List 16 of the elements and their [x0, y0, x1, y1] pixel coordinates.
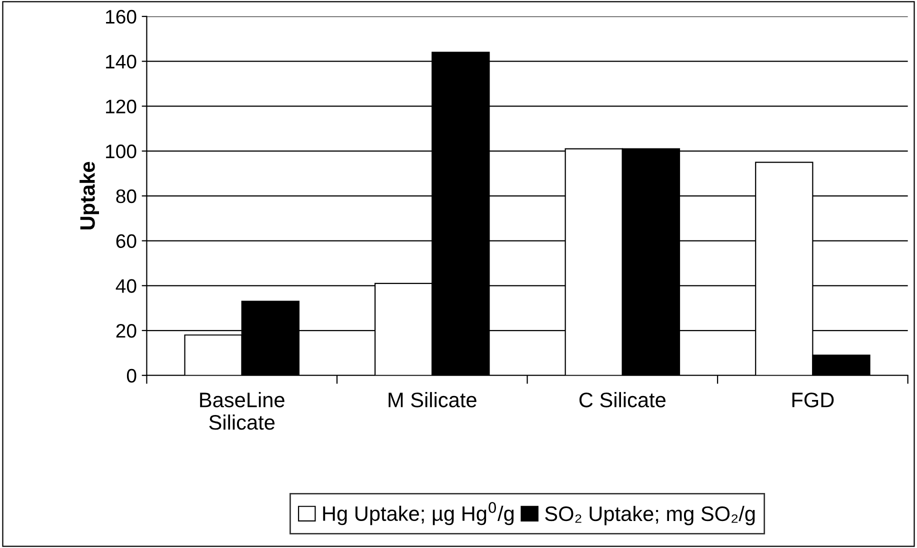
y-tick-label: 160 [106, 10, 136, 24]
y-tick-label: 100 [106, 144, 136, 158]
legend-label: Hg Uptake; µg Hg$^{0}$/g [323, 502, 514, 526]
legend-label: SO₂ Uptake; mg SO₂/g [545, 506, 755, 526]
x-tick-label: C Silicate [579, 392, 666, 408]
x-tick-label: FGD [792, 392, 834, 408]
y-tick-label: 20 [116, 324, 136, 338]
y-tick-label: 120 [106, 100, 136, 114]
x-tick-label: M Silicate [388, 392, 476, 408]
y-axis-title: Uptake [80, 162, 100, 230]
y-tick-label: 80 [116, 189, 136, 204]
y-tick-label: 40 [116, 279, 136, 293]
y-tick-label: 0 [126, 368, 136, 383]
x-tick-label: BaseLine Silicate [200, 392, 284, 430]
y-tick-label: 140 [106, 54, 136, 69]
y-tick-label: 60 [116, 234, 136, 248]
